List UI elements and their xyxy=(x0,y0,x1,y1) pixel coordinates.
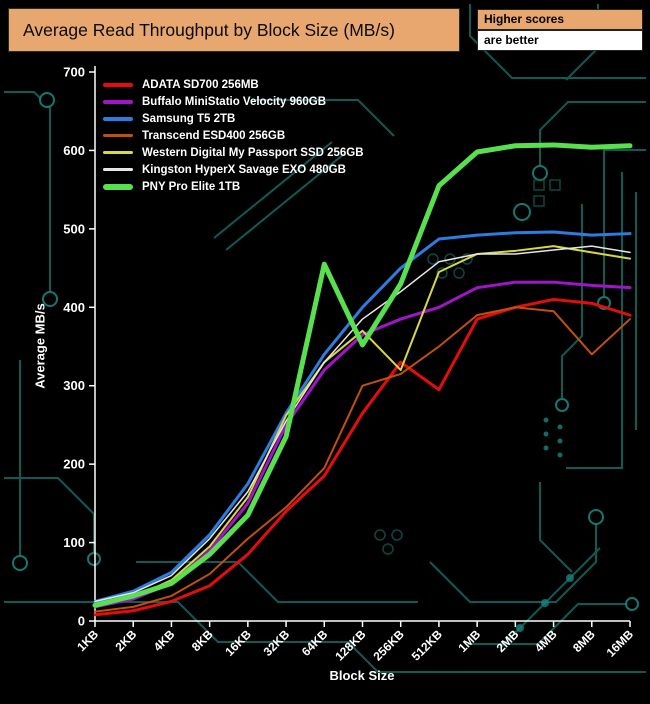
x-tick-label: 512KB xyxy=(409,627,446,664)
x-tick-label: 2KB xyxy=(112,627,139,654)
y-tick-label: 200 xyxy=(63,457,85,472)
legend-label: Western Digital My Passport SSD 256GB xyxy=(142,146,364,159)
legend-marker xyxy=(103,168,133,171)
legend-item: Kingston HyperX Savage EXO 480GB xyxy=(103,161,364,178)
legend-marker xyxy=(103,134,133,137)
higher-scores-note: Higher scores xyxy=(477,9,643,30)
legend-item: ADATA SD700 256MB xyxy=(103,76,364,93)
legend-label: Transcend ESD400 256GB xyxy=(142,129,286,142)
x-tick-label: 256KB xyxy=(371,627,408,664)
legend-label: Kingston HyperX Savage EXO 480GB xyxy=(142,163,346,176)
x-tick-label: 16KB xyxy=(222,627,254,659)
y-tick-label: 700 xyxy=(63,65,85,80)
x-tick-label: 4KB xyxy=(151,627,178,654)
legend-item: PNY Pro Elite 1TB xyxy=(103,178,364,195)
series-line-samsung-t5-2tb xyxy=(93,230,632,603)
series-line-transcend-esd400-256gb xyxy=(94,306,631,613)
y-tick-label: 600 xyxy=(63,143,85,158)
legend-label: ADATA SD700 256MB xyxy=(142,78,259,91)
legend-label: Buffalo MiniStatio Velocity 960GB xyxy=(142,95,327,108)
series-line-kingston-hyperx-savage-exo-480gb xyxy=(94,245,631,603)
legend-label: Samsung T5 2TB xyxy=(142,112,236,125)
y-tick-label: 0 xyxy=(78,614,85,629)
chart-title-box: Average Read Throughput by Block Size (M… xyxy=(8,8,460,52)
x-axis-title: Block Size xyxy=(329,668,395,683)
page-title: Average Read Throughput by Block Size (M… xyxy=(23,19,395,40)
legend-item: Western Digital My Passport SSD 256GB xyxy=(103,144,364,161)
x-tick-label: 1KB xyxy=(74,627,101,654)
are-better-text: are better xyxy=(484,33,539,47)
x-tick-label: 16MB xyxy=(604,627,637,660)
x-tick-label: 8KB xyxy=(189,627,216,654)
series-line-western-digital-my-passport-ssd-256gb xyxy=(94,245,631,607)
x-tick-label: 1MB xyxy=(455,627,483,655)
x-tick-label: 8MB xyxy=(570,627,598,655)
legend-label: PNY Pro Elite 1TB xyxy=(142,180,241,193)
higher-scores-text: Higher scores xyxy=(484,12,565,26)
y-axis-title: Average MB/s xyxy=(32,303,48,389)
series-line-adata-sd700-256mb xyxy=(93,297,632,617)
x-tick-label: 2MB xyxy=(494,627,522,655)
legend-marker xyxy=(103,151,133,154)
x-tick-label: 32KB xyxy=(261,627,293,659)
are-better-note: are better xyxy=(477,30,643,51)
legend-marker xyxy=(103,82,133,87)
y-tick-label: 500 xyxy=(63,221,85,236)
y-tick-label: 100 xyxy=(63,535,85,550)
y-tick-label: 300 xyxy=(63,378,85,393)
y-tick-label: 400 xyxy=(63,300,85,315)
legend-marker xyxy=(103,183,133,190)
legend-marker xyxy=(103,116,133,121)
series-line-pny-pro-elite-1tb xyxy=(92,142,633,608)
chart-legend: ADATA SD700 256MB Buffalo MiniStatio Velo… xyxy=(103,76,364,195)
x-tick-label: 4MB xyxy=(532,627,560,655)
legend-marker xyxy=(103,99,133,104)
legend-item: Samsung T5 2TB xyxy=(103,110,364,127)
legend-item: Buffalo MiniStatio Velocity 960GB xyxy=(103,93,364,110)
x-tick-label: 128KB xyxy=(332,627,369,664)
x-tick-label: 64KB xyxy=(299,627,331,659)
legend-item: Transcend ESD400 256GB xyxy=(103,127,364,144)
